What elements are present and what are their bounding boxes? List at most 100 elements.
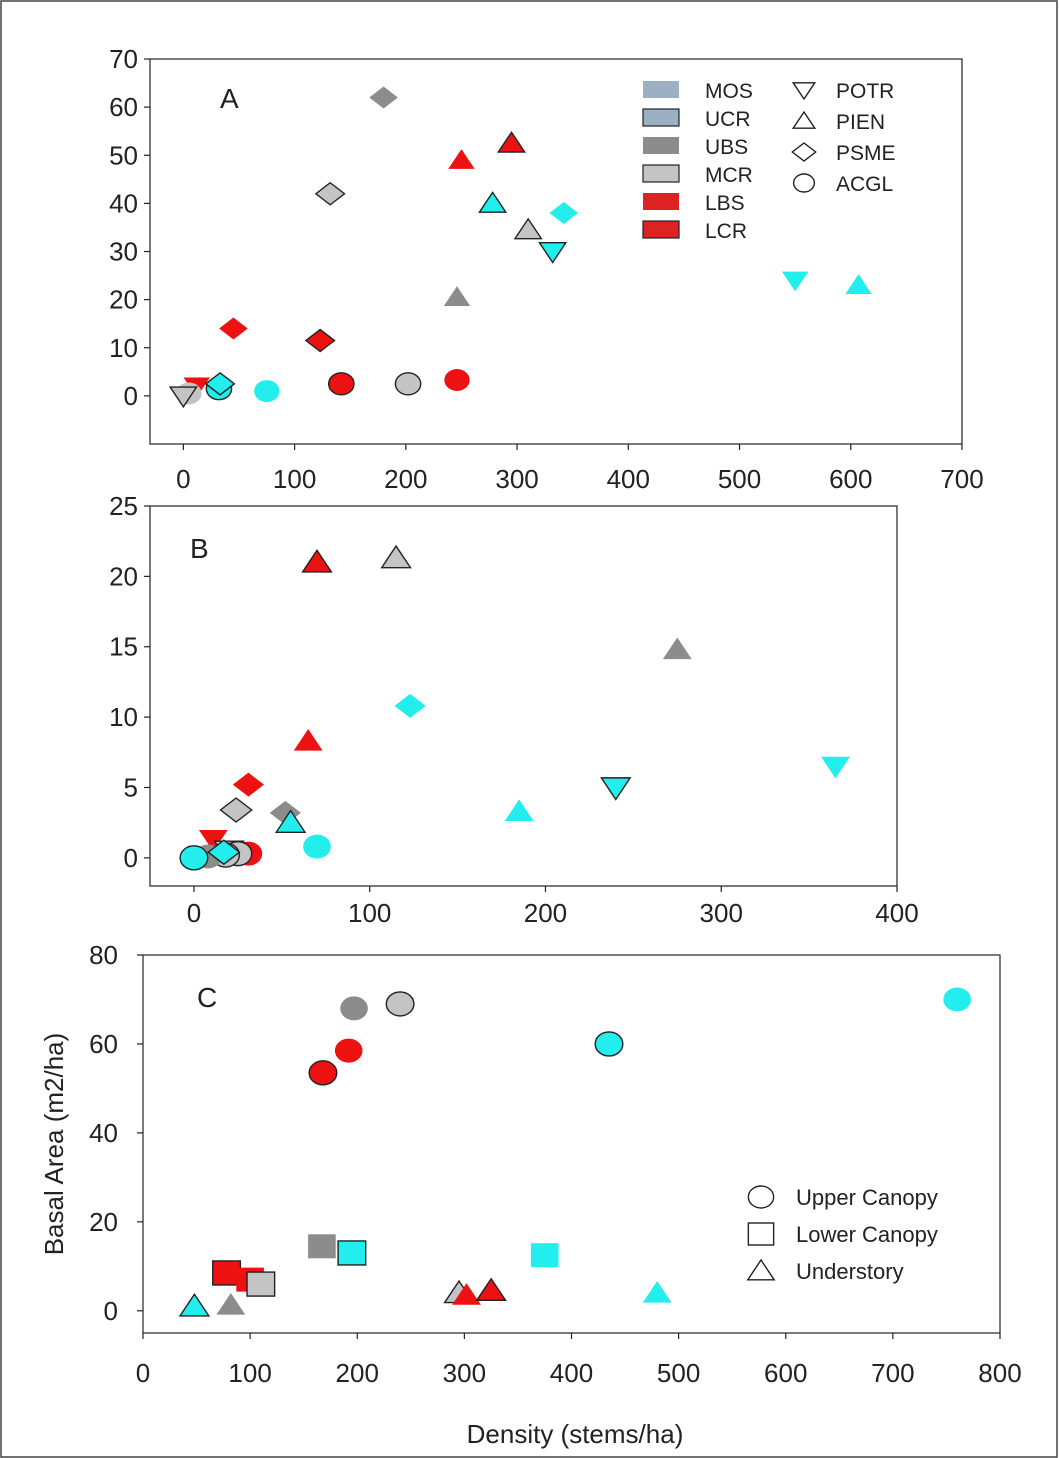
stand-legend: MOS UCR UBS MCR LBS LCR — [642, 80, 753, 243]
panel-a-x-tick-label: 700 — [940, 464, 983, 494]
panel-a-marker-diamond — [204, 371, 236, 396]
panel-c-y-tick-label: 60 — [89, 1029, 118, 1059]
species-legend: POTR PIEN PSME ACGL — [791, 80, 896, 196]
panel-b-marker-diamond — [207, 839, 241, 866]
stand-legend-label: UCR — [705, 108, 751, 131]
layer-legend-label: Lower Canopy — [796, 1222, 938, 1247]
stand-legend-label: LBS — [705, 192, 745, 215]
panel-b-x-tick-label: 0 — [187, 898, 201, 928]
panel-c-marker-circle — [308, 1060, 338, 1086]
stand-legend-swatch — [643, 137, 679, 154]
stand-legend-swatch — [643, 81, 679, 98]
panel-b-y-tick-label: 15 — [109, 632, 138, 662]
panel-b-marker-circle — [179, 845, 209, 871]
panel-b-letter: B — [190, 533, 209, 564]
panel-c-marker-triangle-up — [178, 1293, 211, 1317]
panel-b-y-tick-label: 5 — [124, 772, 138, 802]
panel-a-marker-triangle-up — [448, 149, 475, 169]
panel-b-axis-ticks: 0 100 200 300 400 0 5 10 15 20 25 — [109, 491, 919, 928]
layer-legend-label: Understory — [796, 1259, 904, 1284]
panel-a-letter: A — [220, 83, 239, 114]
panel-b-marker-triangle-down — [198, 829, 228, 852]
panel-b-marker-triangle-up — [504, 799, 534, 822]
species-legend-label: PIEN — [836, 111, 885, 134]
panel-b-plot-frame — [149, 505, 898, 887]
panel-b-x-tick-label: 200 — [524, 898, 567, 928]
panel-a-markers — [168, 86, 872, 409]
panel-c-marker-circle — [340, 996, 368, 1021]
panel-c-x-tick-label: 500 — [657, 1358, 700, 1388]
panel-c-x-tick-label: 100 — [228, 1358, 271, 1388]
panel-b-x-tick-label: 400 — [875, 898, 918, 928]
panel-c-marker-triangle-up — [452, 1283, 481, 1305]
panel-c-letter: C — [197, 982, 217, 1013]
panel-a-y-tick-label: 0 — [124, 381, 138, 411]
species-legend-symbol — [791, 82, 817, 101]
panel-c-marker-circle — [385, 991, 415, 1017]
panel-a-marker-circle — [394, 372, 422, 396]
stand-legend-swatch — [642, 108, 680, 127]
panel-c-marker-square — [308, 1234, 336, 1259]
panel-a-marker-triangle-down — [538, 241, 568, 264]
stand-legend-label: MCR — [705, 164, 753, 187]
y-axis-title: Basal Area (m2/ha) — [39, 1033, 69, 1256]
panel-c-axis-ticks: 0 100 200 300 400 500 600 700 800 0 20 40 60 80 — [89, 940, 1022, 1388]
species-legend-label: PSME — [836, 142, 896, 165]
panel-b-chart: B 0 100 200 300 400 0 5 10 15 20 25 — [109, 491, 919, 928]
panel-c-x-tick-label: 200 — [336, 1358, 379, 1388]
panel-b-marker-diamond — [394, 693, 426, 718]
panel-b-marker-triangle-up — [380, 544, 412, 569]
species-legend-symbol — [791, 142, 817, 162]
panel-a-x-tick-label: 300 — [495, 464, 538, 494]
panel-a-chart: A 0 100 200 300 400 500 600 700010203040506070 … — [109, 44, 984, 494]
panel-a-marker-triangle-down — [168, 386, 198, 409]
panel-c-x-tick-label: 300 — [443, 1358, 486, 1388]
panel-a-x-tick-label: 200 — [384, 464, 427, 494]
stand-legend-label: UBS — [705, 136, 748, 159]
panel-c-markers — [178, 987, 971, 1317]
stand-legend-swatch — [642, 220, 680, 239]
panel-a-marker-triangle-up — [845, 274, 872, 294]
panel-a-marker-diamond — [219, 317, 248, 340]
panel-c-marker-square — [530, 1243, 559, 1268]
panel-b-markers — [179, 544, 850, 871]
panel-a-axis-ticks: 0 100 200 300 400 500 600 700 0 10 20 30 40 50 60 70 — [109, 44, 984, 494]
layer-legend-symbol — [747, 1222, 775, 1246]
species-legend-symbol — [792, 173, 816, 193]
panel-a-x-tick-label: 600 — [829, 464, 872, 494]
panel-a-marker-circle — [327, 372, 355, 396]
panel-c-marker-circle — [943, 987, 971, 1012]
panel-a-y-tick-label: 60 — [109, 92, 138, 122]
panel-a-x-tick-label: 500 — [718, 464, 761, 494]
panel-b-marker-triangle-up — [293, 729, 323, 751]
panel-a-marker-diamond — [314, 181, 346, 206]
panel-c-marker-circle — [594, 1031, 624, 1057]
species-legend-label: ACGL — [836, 173, 893, 196]
panel-b-y-tick-label: 20 — [109, 561, 138, 591]
panel-c-marker-triangle-up — [216, 1292, 246, 1315]
panel-c-x-tick-label: 800 — [978, 1358, 1021, 1388]
panel-a-marker-circle — [444, 368, 470, 391]
panel-c-x-tick-label: 600 — [764, 1358, 807, 1388]
panel-a-y-tick-label: 10 — [109, 333, 138, 363]
panel-b-marker-triangle-up — [301, 549, 333, 573]
panel-a-y-tick-label: 40 — [109, 188, 138, 218]
panel-a-marker-triangle-up — [478, 191, 508, 213]
panel-c-marker-triangle-up — [642, 1280, 672, 1303]
panel-c-marker-square — [246, 1271, 276, 1297]
panel-a-marker-diamond — [304, 328, 336, 353]
panel-c-marker-triangle-up — [475, 1277, 507, 1302]
stand-legend-swatch — [642, 164, 680, 183]
panel-c-marker-square — [212, 1260, 242, 1286]
panel-a-marker-triangle-up — [443, 286, 471, 307]
panel-c-chart: C 0 100 200 300 400 500 600 700 800 0 20 40 60 80 Upp… — [89, 940, 1022, 1388]
panel-a-y-tick-label: 30 — [109, 237, 138, 267]
panel-a-y-tick-label: 20 — [109, 285, 138, 315]
panel-a-marker-diamond — [369, 86, 398, 109]
panel-b-marker-triangle-up — [274, 809, 307, 833]
species-legend-symbol — [791, 110, 817, 129]
panel-a-marker-diamond — [549, 202, 579, 224]
panel-b-marker-diamond — [219, 797, 253, 823]
